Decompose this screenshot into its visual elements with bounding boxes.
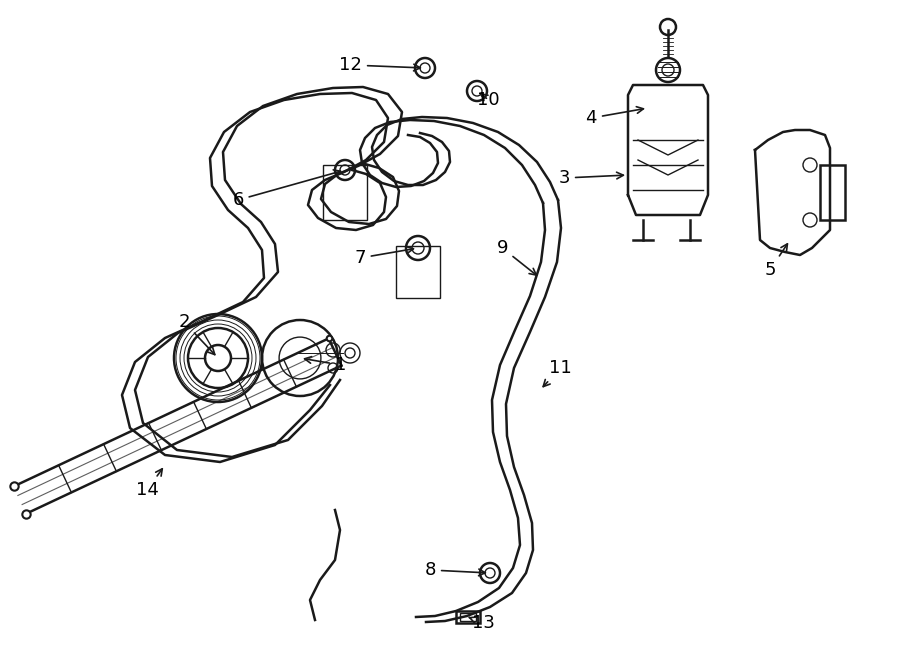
- Text: 13: 13: [469, 614, 495, 632]
- Text: 1: 1: [304, 356, 347, 374]
- Text: 4: 4: [586, 106, 643, 127]
- Text: 6: 6: [232, 170, 340, 209]
- Bar: [456, 611, 480, 623]
- Text: 7: 7: [355, 247, 413, 267]
- Text: 14: 14: [136, 469, 162, 499]
- Text: 8: 8: [425, 561, 485, 579]
- Text: 11: 11: [544, 359, 572, 387]
- Text: 5: 5: [764, 244, 788, 279]
- Text: 10: 10: [477, 91, 500, 109]
- Bar: [323, 165, 367, 220]
- Text: 3: 3: [559, 169, 624, 187]
- Text: 9: 9: [497, 239, 536, 275]
- Text: 2: 2: [178, 313, 215, 354]
- Bar: [396, 246, 440, 298]
- Text: 12: 12: [339, 56, 420, 74]
- Bar: [460, 613, 476, 621]
- Bar: [820, 165, 845, 220]
